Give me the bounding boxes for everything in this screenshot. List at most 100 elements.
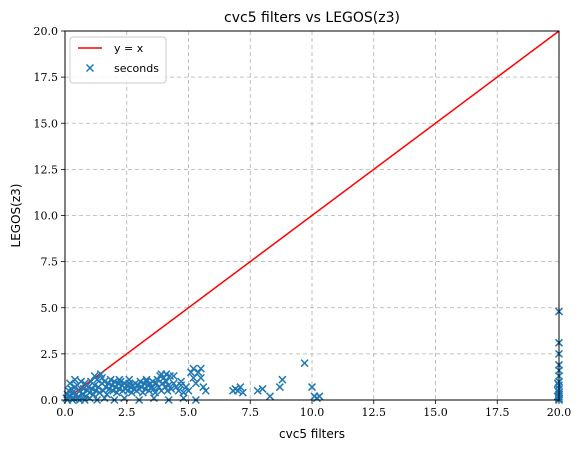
y-tick-label: 5.0 [41,302,59,315]
y-tick-label: 2.5 [41,348,59,361]
scatter-point [125,375,134,384]
scatter-point [149,394,158,403]
marker-stroke [162,370,171,379]
y-tick-label: 10.0 [34,210,59,223]
marker-stroke [164,381,173,390]
scatter-point [179,394,188,403]
marker-stroke [189,364,198,373]
x-tick-label: 17.5 [485,406,510,419]
scatter-point [142,375,151,384]
y-tick-label: 20.0 [34,25,59,38]
scatter-point [144,386,154,395]
legend-series-label: seconds [114,62,159,75]
marker-stroke [300,359,309,368]
scatter-point [162,370,171,379]
scatter-point [201,386,210,395]
marker-stroke [133,381,142,390]
marker-stroke [159,373,168,382]
marker-stroke [77,377,86,386]
scatter-point [553,379,562,388]
marker-stroke [101,383,110,392]
marker-stroke [236,383,245,392]
scatter-point [186,368,196,377]
legend-line-label: y = x [114,42,144,55]
axis-ticks: 0.0 2.5 5.0 7.5 10.0 12.5 15.0 17.5 20.0 0.0 2.5 5.… [34,25,572,419]
x-tick-label: 2.5 [118,406,136,419]
marker-stroke [278,375,287,384]
scatter-point [189,364,198,373]
scatter-point [102,390,112,399]
marker-stroke [78,390,87,399]
marker-stroke [99,386,108,395]
scatter-point [236,383,245,392]
marker-stroke [149,384,158,393]
x-axis-label: cvc5 filters [279,427,345,441]
reference-line-layer [64,30,560,401]
y-tick-label: 0.0 [41,394,59,407]
y-tick-label: 15.0 [34,117,59,130]
scatter-point [194,368,203,377]
marker-stroke [169,371,178,381]
marker-stroke [93,375,102,384]
marker-stroke [142,375,151,384]
marker-stroke [275,383,284,392]
marker-stroke [151,388,160,397]
scatter-point [300,359,309,368]
marker-stroke [167,384,176,393]
scatter-point [153,375,162,384]
scatter-point [127,388,136,397]
scatter-point [115,375,124,384]
scatter-point [553,392,562,401]
marker-stroke [85,63,95,73]
marker-stroke [233,386,242,395]
marker-stroke [196,373,205,382]
marker-stroke [153,375,162,384]
scatter-point [233,386,242,395]
marker-stroke [102,390,112,399]
marker-stroke [184,386,193,395]
scatter-point [169,371,178,381]
x-tick-label: 0.0 [56,406,74,419]
marker-stroke [174,386,183,395]
scatter-point [253,386,262,395]
scatter-point [90,371,99,381]
marker-stroke [196,364,205,373]
marker-stroke [142,377,151,386]
scatter-point [138,388,147,397]
marker-stroke [238,388,247,397]
marker-stroke [265,392,275,401]
x-tick-label: 10.0 [300,406,325,419]
marker-stroke [98,373,107,382]
marker-stroke [91,386,100,395]
legend-marker-swatch [85,63,95,73]
marker-stroke [315,392,324,401]
marker-stroke [177,377,186,386]
marker-stroke [127,388,136,397]
scatter-point [196,364,205,373]
scatter-point [265,392,275,401]
x-tick-label: 15.0 [423,406,448,419]
marker-stroke [125,375,134,384]
scatter-point [275,383,284,392]
scatter-point [238,388,247,397]
scatter-point [164,381,173,390]
scatter-point [196,373,205,382]
marker-stroke [186,368,196,377]
marker-stroke [80,379,89,388]
chart-title: cvc5 filters vs LEGOS(z3) [224,10,400,26]
scatter-point [199,383,208,392]
scatter-point [112,388,121,397]
scatter-point [184,386,193,395]
x-tick-label: 7.5 [242,406,260,419]
marker-stroke [90,371,99,381]
y-tick-label: 7.5 [41,256,59,269]
marker-stroke [553,392,562,401]
reference-line-y-equals-x [64,30,560,401]
scatter-point [98,373,107,382]
marker-stroke [553,379,562,388]
marker-stroke [162,377,171,386]
x-tick-label: 12.5 [362,406,387,419]
scatter-point [100,394,109,403]
y-tick-label: 17.5 [34,71,59,84]
